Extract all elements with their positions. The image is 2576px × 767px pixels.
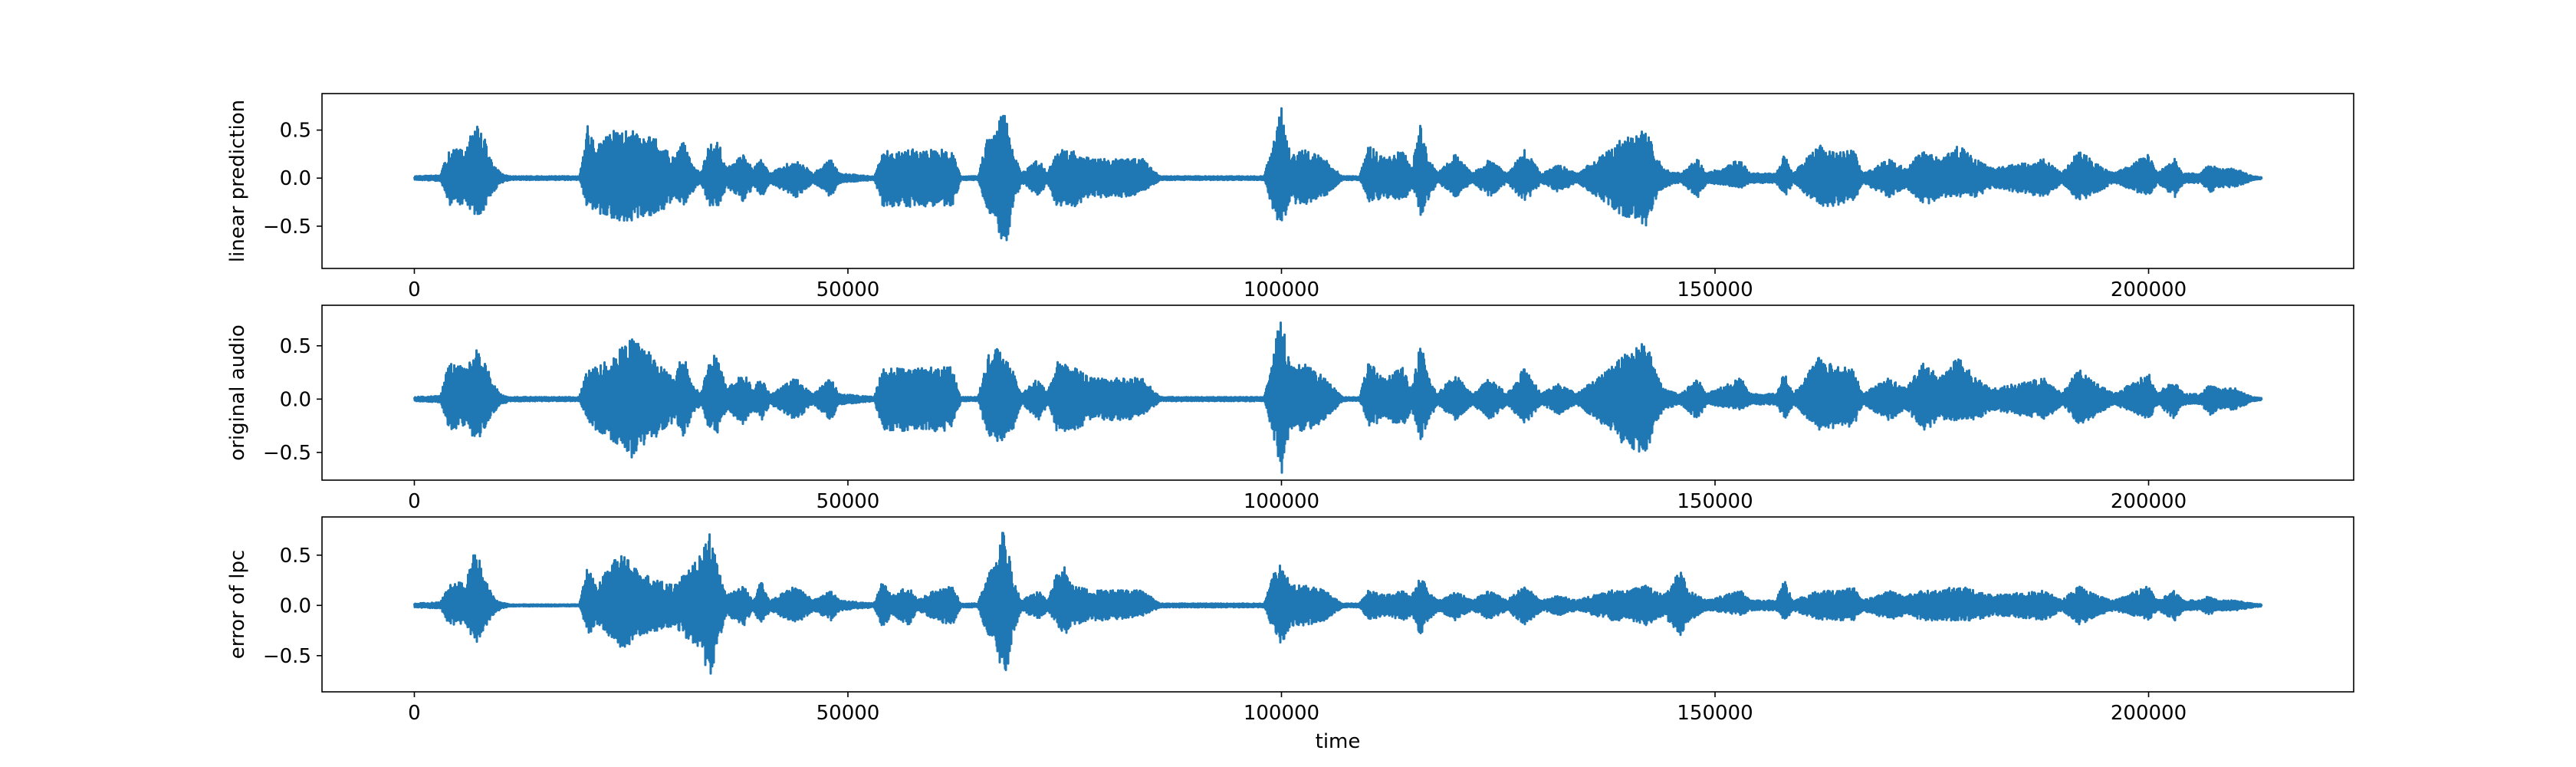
- x-tick-label-err-2: 100000: [1244, 702, 1319, 725]
- series-line-lp: [413, 107, 2263, 242]
- x-tick-label-lp-0: 0: [408, 278, 421, 301]
- y-tick-label-orig-2: −0.5: [263, 442, 311, 465]
- x-tick-label-err-3: 150000: [1677, 702, 1753, 725]
- axes-frame-lp: [321, 93, 2354, 269]
- y-tick-label-lp-2: −0.5: [263, 216, 311, 239]
- y-axis-label-err: error of lpc: [226, 550, 249, 660]
- axes-frame-orig: [321, 304, 2354, 481]
- x-tick-label-orig-4: 200000: [2111, 490, 2187, 513]
- x-tick-label-lp-3: 150000: [1677, 278, 1753, 301]
- y-tick-label-err-2: −0.5: [263, 645, 311, 668]
- series-line-orig: [413, 321, 2263, 474]
- x-tick-label-lp-1: 50000: [816, 278, 880, 301]
- y-tick-label-lp-0: 0.5: [280, 120, 311, 143]
- panels: 0 50000 100000 150000 200000 0.5 0.0 −0.5 linear…: [226, 93, 2354, 725]
- y-axis-label-lp: linear prediction: [226, 100, 249, 262]
- y-tick-label-err-1: 0.0: [280, 594, 311, 617]
- x-tick-label-err-0: 0: [408, 702, 421, 725]
- axes-frame-err: [321, 516, 2354, 693]
- y-axis-label-orig: original audio: [226, 324, 249, 461]
- x-tick-label-orig-1: 50000: [816, 490, 880, 513]
- x-tick-label-orig-3: 150000: [1677, 490, 1753, 513]
- x-tick-label-lp-4: 200000: [2111, 278, 2187, 301]
- x-tick-label-orig-0: 0: [408, 490, 421, 513]
- series-line-err: [413, 532, 2263, 675]
- x-tick-label-orig-2: 100000: [1244, 490, 1319, 513]
- subplot-orig: 0 50000 100000 150000 200000 0.5 0.0 −0.5 origin…: [226, 304, 2354, 513]
- x-tick-label-err-4: 200000: [2111, 702, 2187, 725]
- x-tick-label-lp-2: 100000: [1244, 278, 1319, 301]
- subplot-lp: 0 50000 100000 150000 200000 0.5 0.0 −0.5 linear…: [226, 93, 2354, 301]
- subplot-err: 0 50000 100000 150000 200000 0.5 0.0 −0.5 error …: [226, 516, 2354, 725]
- y-tick-label-lp-1: 0.0: [280, 167, 311, 190]
- y-tick-label-err-0: 0.5: [280, 545, 311, 568]
- y-tick-label-orig-1: 0.0: [280, 388, 311, 411]
- x-axis-label: time: [1316, 730, 1361, 753]
- x-tick-label-err-1: 50000: [816, 702, 880, 725]
- y-tick-label-orig-0: 0.5: [280, 335, 311, 358]
